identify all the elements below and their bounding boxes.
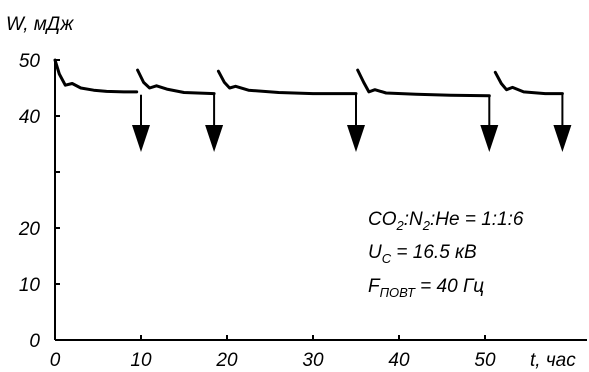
gas-ratio-a-sub: 2 [396,218,405,233]
frequency-a-sub: ПОВТ [380,285,416,300]
series-line-segment [136,68,216,96]
series-line-segment [356,68,491,98]
refill-arrow-head [480,125,499,152]
voltage-a-sub: C [382,251,392,266]
x-tick-label: 30 [302,350,324,371]
y-tick-label: 20 [18,219,41,240]
gas-ratio-c: :He = 1:1:6 [430,209,524,230]
y-ticks: 0 10 20 40 50 [18,51,60,352]
x-tick-label: 20 [215,350,238,371]
gas-ratio-b-sub: 2 [422,218,431,233]
refill-arrow-head [205,125,224,152]
axes [54,60,587,341]
y-axis-label: W, мДж [6,14,74,35]
series-line-segment [216,69,358,96]
series-line-segment [53,58,139,94]
x-tick-label: 0 [50,350,61,371]
y-tick-label: 10 [19,275,41,296]
frequency-annotation: FПОВТ = 40 Гц [368,276,484,300]
voltage-b: = 16.5 кВ [391,242,477,263]
y-tick-label: 50 [19,51,41,72]
series-layer [53,58,564,98]
frequency-a: F [368,276,381,297]
y-tick-label: 40 [19,107,41,128]
series-line-segment [493,70,564,96]
gas-ratio-b: :N [404,209,423,230]
refill-arrow-head [347,125,365,152]
refill-arrow-head [132,125,150,152]
x-tick-label: 10 [130,350,152,371]
y-tick-label: 0 [29,331,40,352]
x-ticks: 0 10 20 30 40 50 [50,335,496,371]
voltage-a: U [368,242,382,263]
x-axis-label: t, час [530,350,576,371]
gas-ratio-a: CO [368,209,397,230]
arrow-layer [132,94,572,152]
voltage-annotation: UC = 16.5 кВ [368,242,477,266]
gas-ratio-annotation: CO2:N2:He = 1:1:6 [368,209,524,233]
x-tick-label: 50 [474,350,496,371]
annotations: CO2:N2:He = 1:1:6 UC = 16.5 кВ FПОВТ = 4… [368,209,524,300]
x-tick-label: 40 [388,350,410,371]
frequency-b: = 40 Гц [415,276,484,297]
refill-arrow-head [553,125,572,152]
